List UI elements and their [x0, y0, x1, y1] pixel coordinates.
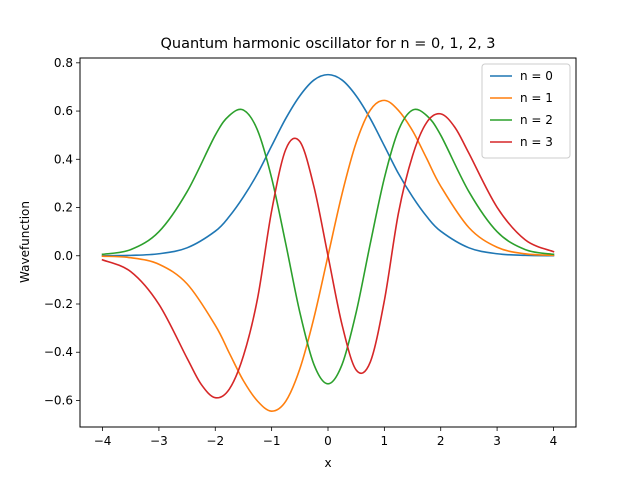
legend-label: n = 1 — [520, 91, 553, 105]
x-tick-label: −4 — [94, 434, 112, 448]
x-tick-label: −2 — [206, 434, 224, 448]
y-tick-label: 0.0 — [54, 249, 73, 263]
x-tick-label: 0 — [324, 434, 332, 448]
y-tick-label: 0.8 — [54, 56, 73, 70]
legend-box — [481, 63, 571, 159]
y-tick-label: 0.6 — [54, 104, 73, 118]
x-tick-label: −1 — [263, 434, 281, 448]
x-tick-label: −3 — [150, 434, 168, 448]
series-line-n3 — [101, 112, 555, 399]
x-tick-label: 4 — [550, 434, 558, 448]
x-tick-label: 1 — [381, 434, 389, 448]
x-tick-label: 2 — [437, 434, 445, 448]
x-axis-ticks: −4 −3 −2 −1 0 1 2 3 4 — [94, 427, 558, 448]
series-line-n2 — [101, 108, 555, 385]
y-tick-label: −0.2 — [44, 297, 73, 311]
y-tick-label: −0.4 — [44, 345, 73, 359]
legend-label: n = 2 — [520, 113, 553, 127]
y-tick-label: 0.2 — [54, 201, 73, 215]
y-axis-ticks: −0.6 −0.4 −0.2 0.0 0.2 0.4 0.6 0.8 — [44, 56, 80, 407]
series-layer — [101, 73, 555, 412]
y-axis-label: Wavefunction — [18, 201, 32, 283]
y-tick-label: 0.4 — [54, 152, 73, 166]
legend-label: n = 0 — [520, 69, 553, 83]
y-tick-label: −0.6 — [44, 393, 73, 407]
legend: n = 0 n = 1 n = 2 n = 3 — [481, 63, 571, 159]
x-axis-label: x — [324, 456, 331, 470]
series-line-n0 — [101, 73, 555, 257]
chart-title: Quantum harmonic oscillator for n = 0, 1… — [160, 36, 495, 52]
x-tick-label: 3 — [493, 434, 501, 448]
legend-label: n = 3 — [520, 135, 553, 149]
